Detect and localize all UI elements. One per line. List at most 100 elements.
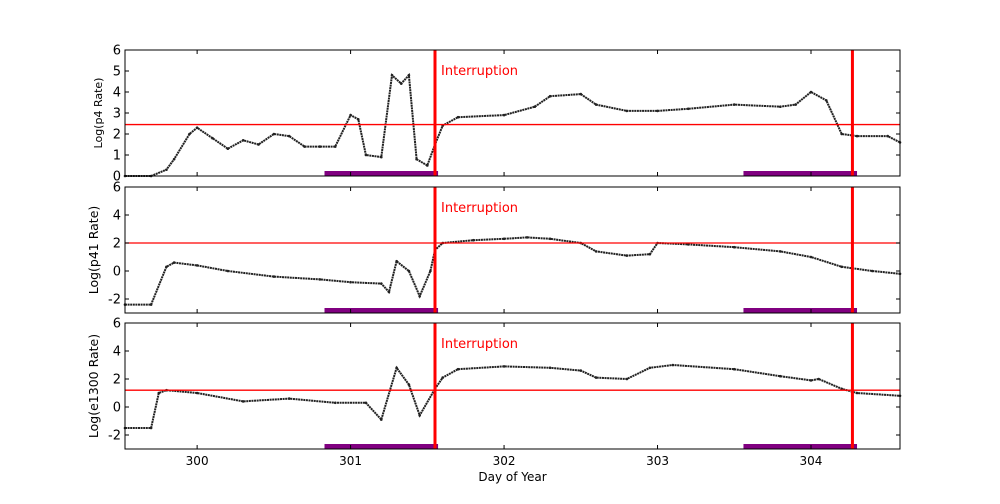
data-point — [886, 134, 890, 138]
data-point — [426, 164, 429, 167]
data-point — [548, 94, 552, 98]
data-point — [441, 376, 444, 379]
data-point — [472, 238, 475, 242]
data-point — [809, 255, 813, 259]
y-tick-label: 6 — [113, 181, 121, 196]
data-point — [686, 107, 690, 111]
data-point — [656, 109, 659, 113]
data-point — [525, 236, 529, 239]
data-point — [825, 99, 828, 102]
data-point — [429, 269, 432, 273]
data-point — [418, 294, 421, 298]
data-point — [809, 379, 813, 382]
data-point — [195, 391, 199, 395]
panel-2: Interruption -2 0 2 4 6 Log(p41 Rate) — [86, 181, 902, 314]
data-point — [579, 369, 583, 372]
data-point — [778, 250, 782, 253]
data-point — [778, 374, 782, 378]
data-point — [840, 265, 843, 269]
data-point — [809, 90, 813, 94]
y-tick-label: 4 — [113, 86, 121, 101]
data-point — [356, 118, 360, 121]
data-point — [303, 145, 306, 148]
highlight-interval-bar — [743, 308, 858, 313]
data-point — [625, 377, 629, 381]
data-point — [211, 136, 214, 140]
data-point — [349, 280, 352, 284]
panel-1: Interruption 0 1 2 3 4 5 6 Log(p4 Rate) — [92, 44, 902, 185]
y-tick-label: -2 — [108, 293, 121, 308]
data-point — [594, 376, 598, 379]
highlight-interval-bar — [743, 444, 858, 449]
panel-3: Interruption -2 0 2 4 6 300 301 302 303 304 Log(e13… — [86, 317, 902, 468]
data-point — [257, 143, 260, 146]
data-point — [272, 132, 276, 136]
data-point — [732, 103, 736, 106]
y-tick-label: 6 — [113, 317, 121, 332]
data-series-line — [125, 72, 901, 177]
data-point — [387, 290, 391, 294]
data-point — [548, 237, 552, 241]
data-point — [172, 157, 176, 161]
data-point — [671, 363, 675, 367]
data-point — [502, 365, 506, 368]
y-tick-label: 5 — [113, 65, 121, 80]
interruption-label: Interruption — [441, 201, 518, 216]
data-point — [840, 132, 843, 136]
data-point — [157, 391, 161, 395]
highlight-interval-bar — [324, 171, 439, 176]
data-point — [172, 261, 176, 264]
data-point — [318, 145, 322, 148]
data-point — [407, 269, 411, 273]
data-point — [287, 397, 291, 400]
y-tick-label: 4 — [113, 345, 121, 360]
y-tick-label: 0 — [113, 265, 121, 280]
data-point — [594, 103, 598, 106]
data-point — [778, 105, 782, 108]
data-point — [533, 105, 537, 108]
data-point — [456, 367, 460, 371]
data-point — [732, 245, 736, 249]
y-tick-label: 0 — [113, 170, 121, 185]
data-point — [226, 269, 230, 273]
data-point — [364, 153, 368, 157]
data-point — [794, 103, 797, 106]
data-point — [349, 113, 352, 117]
data-point — [418, 414, 421, 417]
data-point — [855, 134, 859, 138]
x-tick-label: 301 — [339, 454, 362, 468]
data-point — [287, 134, 291, 138]
highlight-interval-bar — [743, 171, 858, 176]
data-point — [407, 383, 411, 386]
data-point — [149, 426, 153, 430]
y-tick-label: 6 — [113, 44, 121, 59]
data-point — [817, 377, 820, 381]
data-point — [364, 401, 368, 405]
data-point — [165, 265, 168, 269]
data-point — [686, 243, 690, 246]
data-point — [871, 269, 874, 273]
data-point — [502, 237, 506, 241]
data-point — [195, 264, 199, 267]
data-point — [241, 139, 245, 142]
data-point — [165, 168, 168, 171]
data-point — [333, 401, 337, 405]
axes-frame — [124, 186, 901, 314]
data-point — [625, 109, 629, 113]
data-point — [407, 73, 411, 77]
x-tick-label: 302 — [493, 454, 516, 468]
y-tick-label: 3 — [113, 107, 121, 122]
x-tick-label: 303 — [646, 454, 669, 468]
data-point — [195, 126, 199, 129]
y-tick-label: 4 — [113, 209, 121, 224]
data-series-line — [125, 363, 901, 429]
data-point — [188, 132, 191, 136]
data-series-line — [125, 236, 901, 306]
interruption-label: Interruption — [441, 64, 518, 79]
data-point — [226, 147, 230, 150]
data-point — [855, 391, 859, 395]
data-point — [548, 366, 552, 370]
data-point — [648, 366, 652, 370]
interruption-label: Interruption — [441, 337, 518, 352]
data-point — [399, 82, 403, 85]
